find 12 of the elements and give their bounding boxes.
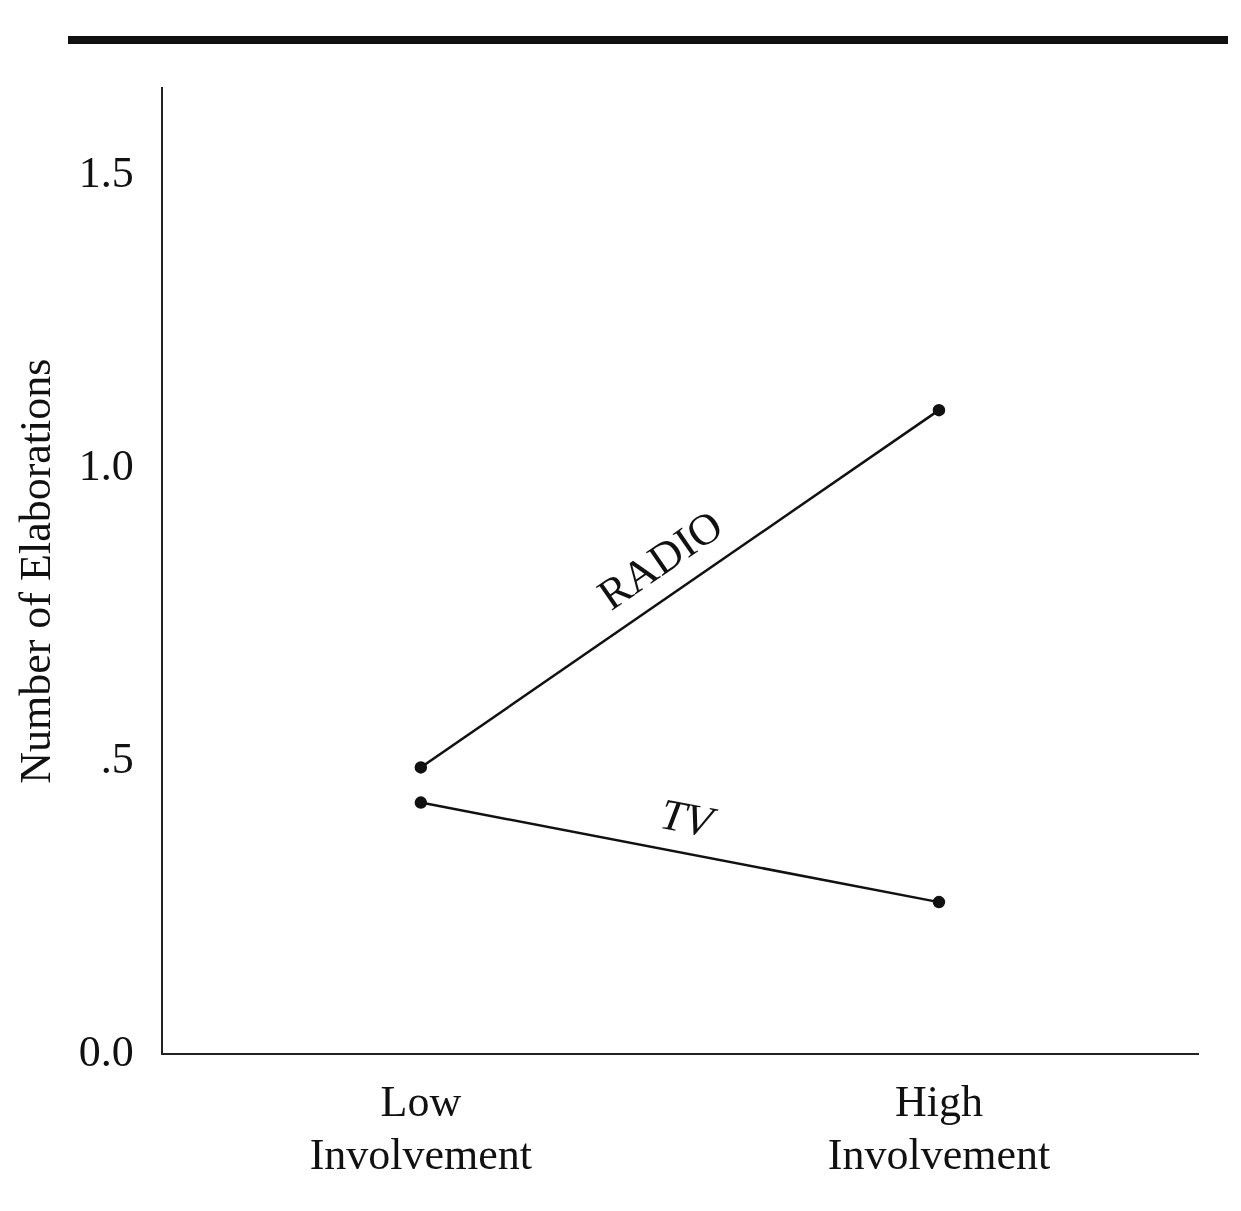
point — [932, 895, 946, 909]
y-tick-label: 1.5 — [78, 148, 134, 198]
y-tick-label: .5 — [100, 734, 134, 784]
y-tick-label: 0.0 — [78, 1026, 134, 1076]
text: TV — [656, 789, 722, 848]
y-axis-title: Number of Elaborations — [10, 358, 60, 784]
x-tick-label: High Involvement — [827, 1077, 1051, 1180]
x-tick-label: Low Involvement — [309, 1077, 533, 1180]
point — [932, 403, 946, 417]
point — [414, 796, 428, 809]
point — [414, 761, 428, 774]
y-tick-label: 1.0 — [78, 441, 134, 491]
